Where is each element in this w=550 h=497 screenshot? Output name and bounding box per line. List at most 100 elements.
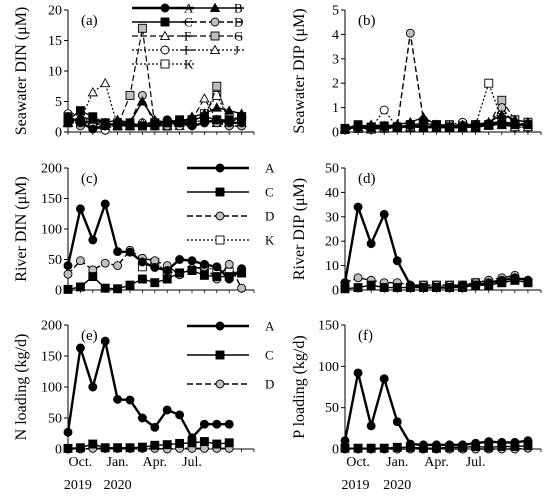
series-A [63, 112, 247, 134]
series-line-A [343, 372, 529, 447]
data-point-A [523, 436, 533, 446]
data-point-A [175, 118, 185, 128]
legend-marker-B [209, 2, 221, 12]
data-point-C [150, 278, 160, 288]
legend-marker-A [215, 321, 225, 331]
panel-b: 0 1 2 3 4 5 Seawater DIP (μM) (b) [291, 4, 542, 141]
data-point-A [445, 122, 454, 132]
data-point-C [175, 438, 185, 448]
data-point-A [150, 262, 160, 272]
legend-marker-F [159, 30, 171, 40]
data-point-A [175, 410, 185, 420]
data-point-B [186, 111, 198, 121]
y-axis-title: Seawater DIP (μM) [291, 8, 308, 133]
data-point-A [510, 273, 520, 283]
data-point-C [113, 284, 123, 294]
data-point-A [100, 199, 110, 209]
data-point-C [224, 438, 234, 448]
data-point-A [187, 256, 197, 266]
panel-label: (c) [81, 171, 98, 187]
data-point-B [224, 105, 235, 115]
data-point-A [175, 255, 185, 264]
data-point-J [100, 77, 111, 88]
data-point-A [418, 122, 428, 132]
legend-item-G: G [182, 29, 244, 44]
data-point-A [458, 440, 468, 450]
legend-item-A: A [187, 319, 275, 334]
data-point-A [497, 275, 507, 285]
data-point-B [211, 102, 222, 112]
data-point-C [212, 439, 222, 449]
data-point-A [405, 439, 415, 449]
x-tick-label: Oct. [346, 455, 370, 470]
legend-label: B [234, 1, 243, 16]
data-point-A [150, 422, 160, 432]
legend-item-J: J [182, 43, 244, 58]
x-tick-label: Apr. [424, 455, 449, 470]
data-point-I [379, 105, 389, 115]
y-tick-label: 30 [325, 210, 339, 225]
series-C [63, 437, 234, 453]
y-tick-label: 15 [48, 34, 62, 49]
data-point-G [497, 95, 507, 105]
data-point-A [445, 440, 454, 450]
data-point-A [75, 118, 85, 128]
series-A [340, 368, 533, 450]
data-point-A [418, 283, 428, 293]
data-point-B [418, 112, 429, 122]
data-point-C [212, 272, 222, 282]
data-point-A [199, 259, 209, 269]
data-point-A [340, 278, 350, 288]
data-point-A [353, 122, 363, 132]
data-point-A [353, 368, 363, 378]
data-point-A [125, 121, 135, 131]
data-point-C [175, 268, 185, 278]
legend-item-C: C [187, 348, 274, 363]
year-label: 2019 [64, 478, 92, 493]
series-line-J [344, 109, 529, 131]
legend-item-K: K [132, 57, 194, 72]
data-point-A [418, 440, 428, 450]
data-point-B [236, 108, 247, 118]
data-point-C [199, 270, 209, 280]
series-line-F [67, 97, 242, 127]
y-tick-label: 150 [318, 319, 339, 334]
data-point-A [88, 235, 98, 245]
y-tick-label: 50 [325, 401, 339, 416]
data-point-C [392, 442, 402, 452]
data-point-A [366, 421, 376, 431]
y-tick-label: 50 [325, 162, 339, 177]
legend-label: G [234, 29, 243, 44]
legend-marker-C [160, 17, 170, 27]
data-point-A [212, 115, 222, 125]
data-point-C [162, 274, 172, 284]
panel-d: 0 10 20 30 40 50 River DIP (μM) (d) [291, 162, 542, 299]
data-point-C [63, 443, 73, 453]
legend-label: K [265, 233, 275, 248]
data-point-D [405, 28, 415, 38]
data-point-C [100, 283, 110, 293]
data-point-A [137, 257, 147, 267]
y-axis-title: River DIP (μM) [291, 178, 308, 280]
x-tick-label: Jan. [386, 455, 408, 470]
data-point-A [392, 417, 402, 427]
y-tick-label: 150 [41, 192, 62, 207]
data-point-A [432, 440, 441, 450]
legend-marker-A [215, 163, 225, 173]
data-point-C [162, 440, 172, 450]
legend-label: C [184, 15, 193, 30]
data-point-A [366, 239, 376, 249]
data-point-C [88, 272, 98, 282]
data-point-C [379, 443, 389, 453]
y-tick-label: 50 [48, 253, 62, 268]
y-axis-title: River DIN (μM) [13, 176, 30, 281]
data-point-A [100, 336, 110, 346]
data-point-C [150, 440, 160, 450]
data-point-A [224, 419, 234, 429]
data-point-A [366, 123, 376, 133]
legend: ABCDFGIJK [132, 1, 244, 72]
legend-item-A: A [187, 161, 275, 176]
y-tick-label: 100 [41, 223, 62, 238]
